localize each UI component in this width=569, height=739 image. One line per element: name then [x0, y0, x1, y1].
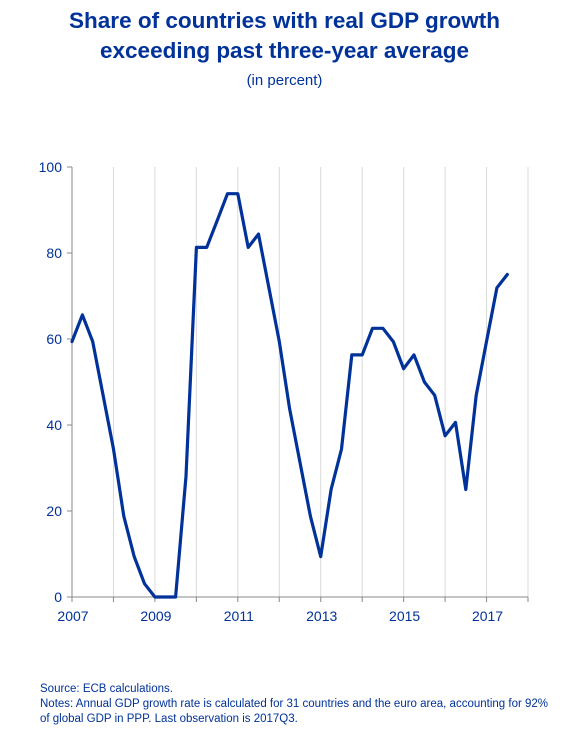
data-point [392, 340, 395, 343]
data-point [71, 340, 73, 343]
y-tick-label: 100 [39, 159, 63, 175]
data-point [340, 448, 343, 450]
x-tick-label: 2017 [472, 608, 503, 624]
chart-title-line-2: exceeding past three-year average [100, 38, 469, 63]
data-point [205, 246, 208, 249]
data-point [485, 340, 488, 343]
notes-text: Notes: Annual GDP growth rate is calcula… [40, 698, 549, 725]
data-point [402, 367, 405, 370]
series-layer [70, 192, 509, 599]
x-tick-label: 2009 [140, 608, 171, 624]
data-point [361, 354, 363, 356]
tick-label-layer: 0 20 40 60 80 100 2007 2009 2011 2013 2015 2017 [39, 159, 504, 624]
data-point [123, 515, 125, 517]
grid-layer [71, 167, 529, 597]
data-point [102, 394, 104, 397]
data-point [319, 555, 322, 558]
y-tick-label: 20 [46, 503, 62, 519]
data-point [506, 273, 509, 276]
data-point [382, 327, 384, 330]
x-tick-label: 2011 [224, 608, 254, 624]
y-tick-label: 80 [46, 245, 62, 261]
data-point [351, 354, 353, 356]
data-point [454, 421, 457, 424]
data-point [330, 488, 332, 491]
data-point [133, 555, 135, 558]
data-point [475, 394, 477, 397]
data-point [444, 434, 446, 437]
data-point [195, 246, 198, 249]
line-chart: 0 20 40 60 80 100 2007 2009 2011 2013 2015 2017 [39, 159, 529, 624]
data-point [299, 461, 301, 464]
axis-layer [67, 166, 529, 602]
data-point [268, 287, 270, 289]
data-point [309, 515, 312, 517]
x-tick-label: 2015 [389, 608, 420, 624]
data-point [91, 340, 94, 343]
data-point [112, 448, 115, 450]
y-tick-label: 0 [54, 589, 62, 605]
y-tick-label: 60 [46, 331, 62, 347]
chart-title-line-1: Share of countries with real GDP growth [69, 8, 500, 33]
data-point [423, 381, 426, 383]
data-point [496, 287, 498, 289]
data-point [465, 488, 467, 491]
chart-subtitle: (in percent) [246, 72, 323, 89]
data-point [143, 582, 146, 585]
x-tick-label: 2007 [57, 608, 88, 624]
x-tick-label: 2013 [306, 608, 337, 624]
series-line [70, 192, 509, 599]
data-point [226, 192, 229, 195]
data-point [278, 340, 281, 343]
data-point [371, 327, 374, 330]
data-point [288, 407, 291, 410]
source-note: Source: ECB calculations. [40, 683, 173, 695]
data-point [154, 596, 156, 598]
data-point [216, 219, 218, 222]
data-point [433, 394, 436, 397]
data-point [164, 596, 167, 598]
y-tick-label: 40 [46, 417, 62, 433]
data-point [247, 246, 249, 249]
data-point [81, 314, 84, 316]
data-point [237, 192, 239, 195]
data-point [413, 354, 415, 356]
data-point [185, 475, 187, 477]
data-point [257, 233, 260, 235]
data-point [174, 596, 177, 598]
